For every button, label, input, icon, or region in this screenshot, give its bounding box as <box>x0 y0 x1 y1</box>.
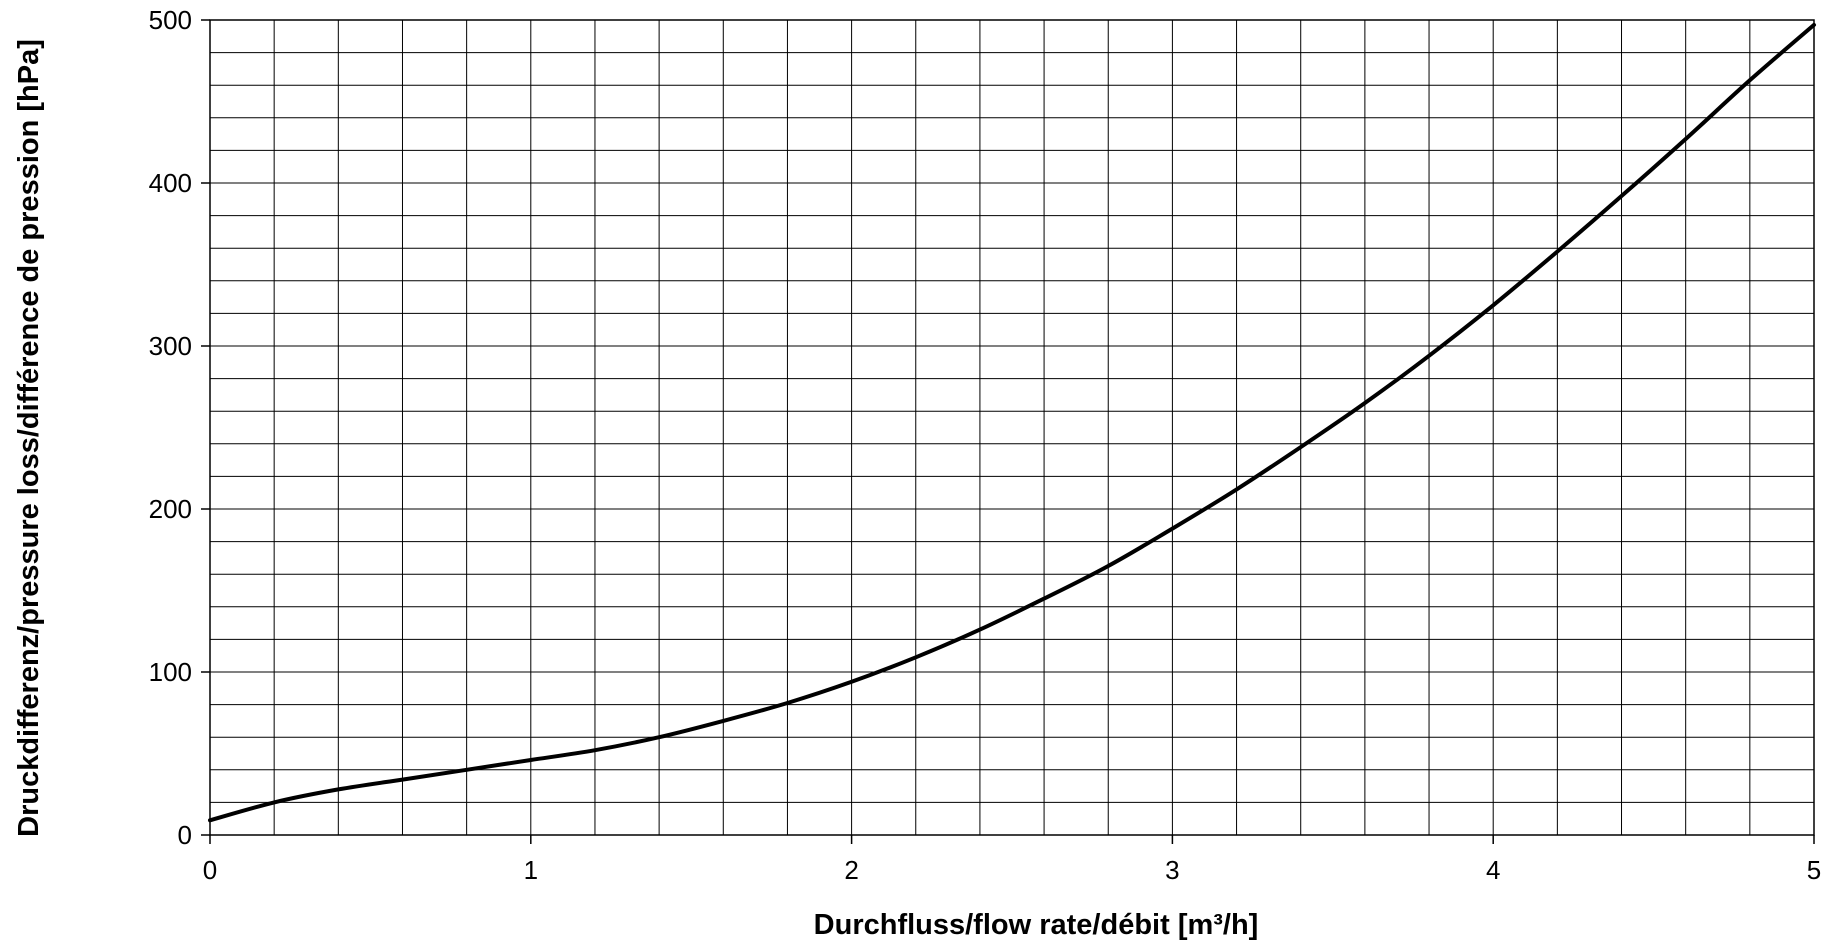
y-tick-label: 500 <box>149 5 192 35</box>
x-tick-label: 5 <box>1807 855 1821 885</box>
y-tick-label: 100 <box>149 657 192 687</box>
y-tick-label: 300 <box>149 331 192 361</box>
plot-frame <box>209 19 1815 836</box>
y-tick-labels: 0 100 200 300 400 500 <box>149 5 192 850</box>
y-tick-label: 0 <box>178 820 192 850</box>
x-tick-label: 4 <box>1486 855 1500 885</box>
axis-ticks <box>201 19 1815 844</box>
y-tick-label: 200 <box>149 494 192 524</box>
grid <box>210 20 1814 835</box>
x-tick-labels: 0 1 2 3 4 5 <box>203 855 1821 885</box>
x-tick-label: 2 <box>844 855 858 885</box>
y-axis-title: Druckdifferenz/pressure loss/différence … <box>13 39 45 837</box>
x-tick-label: 3 <box>1165 855 1179 885</box>
pressure-loss-curve <box>208 22 1816 823</box>
x-tick-label: 1 <box>524 855 538 885</box>
x-axis-title: Durchfluss/flow rate/débit [m³/h] <box>814 909 1259 941</box>
y-tick-label: 400 <box>149 168 192 198</box>
x-tick-label: 0 <box>203 855 217 885</box>
